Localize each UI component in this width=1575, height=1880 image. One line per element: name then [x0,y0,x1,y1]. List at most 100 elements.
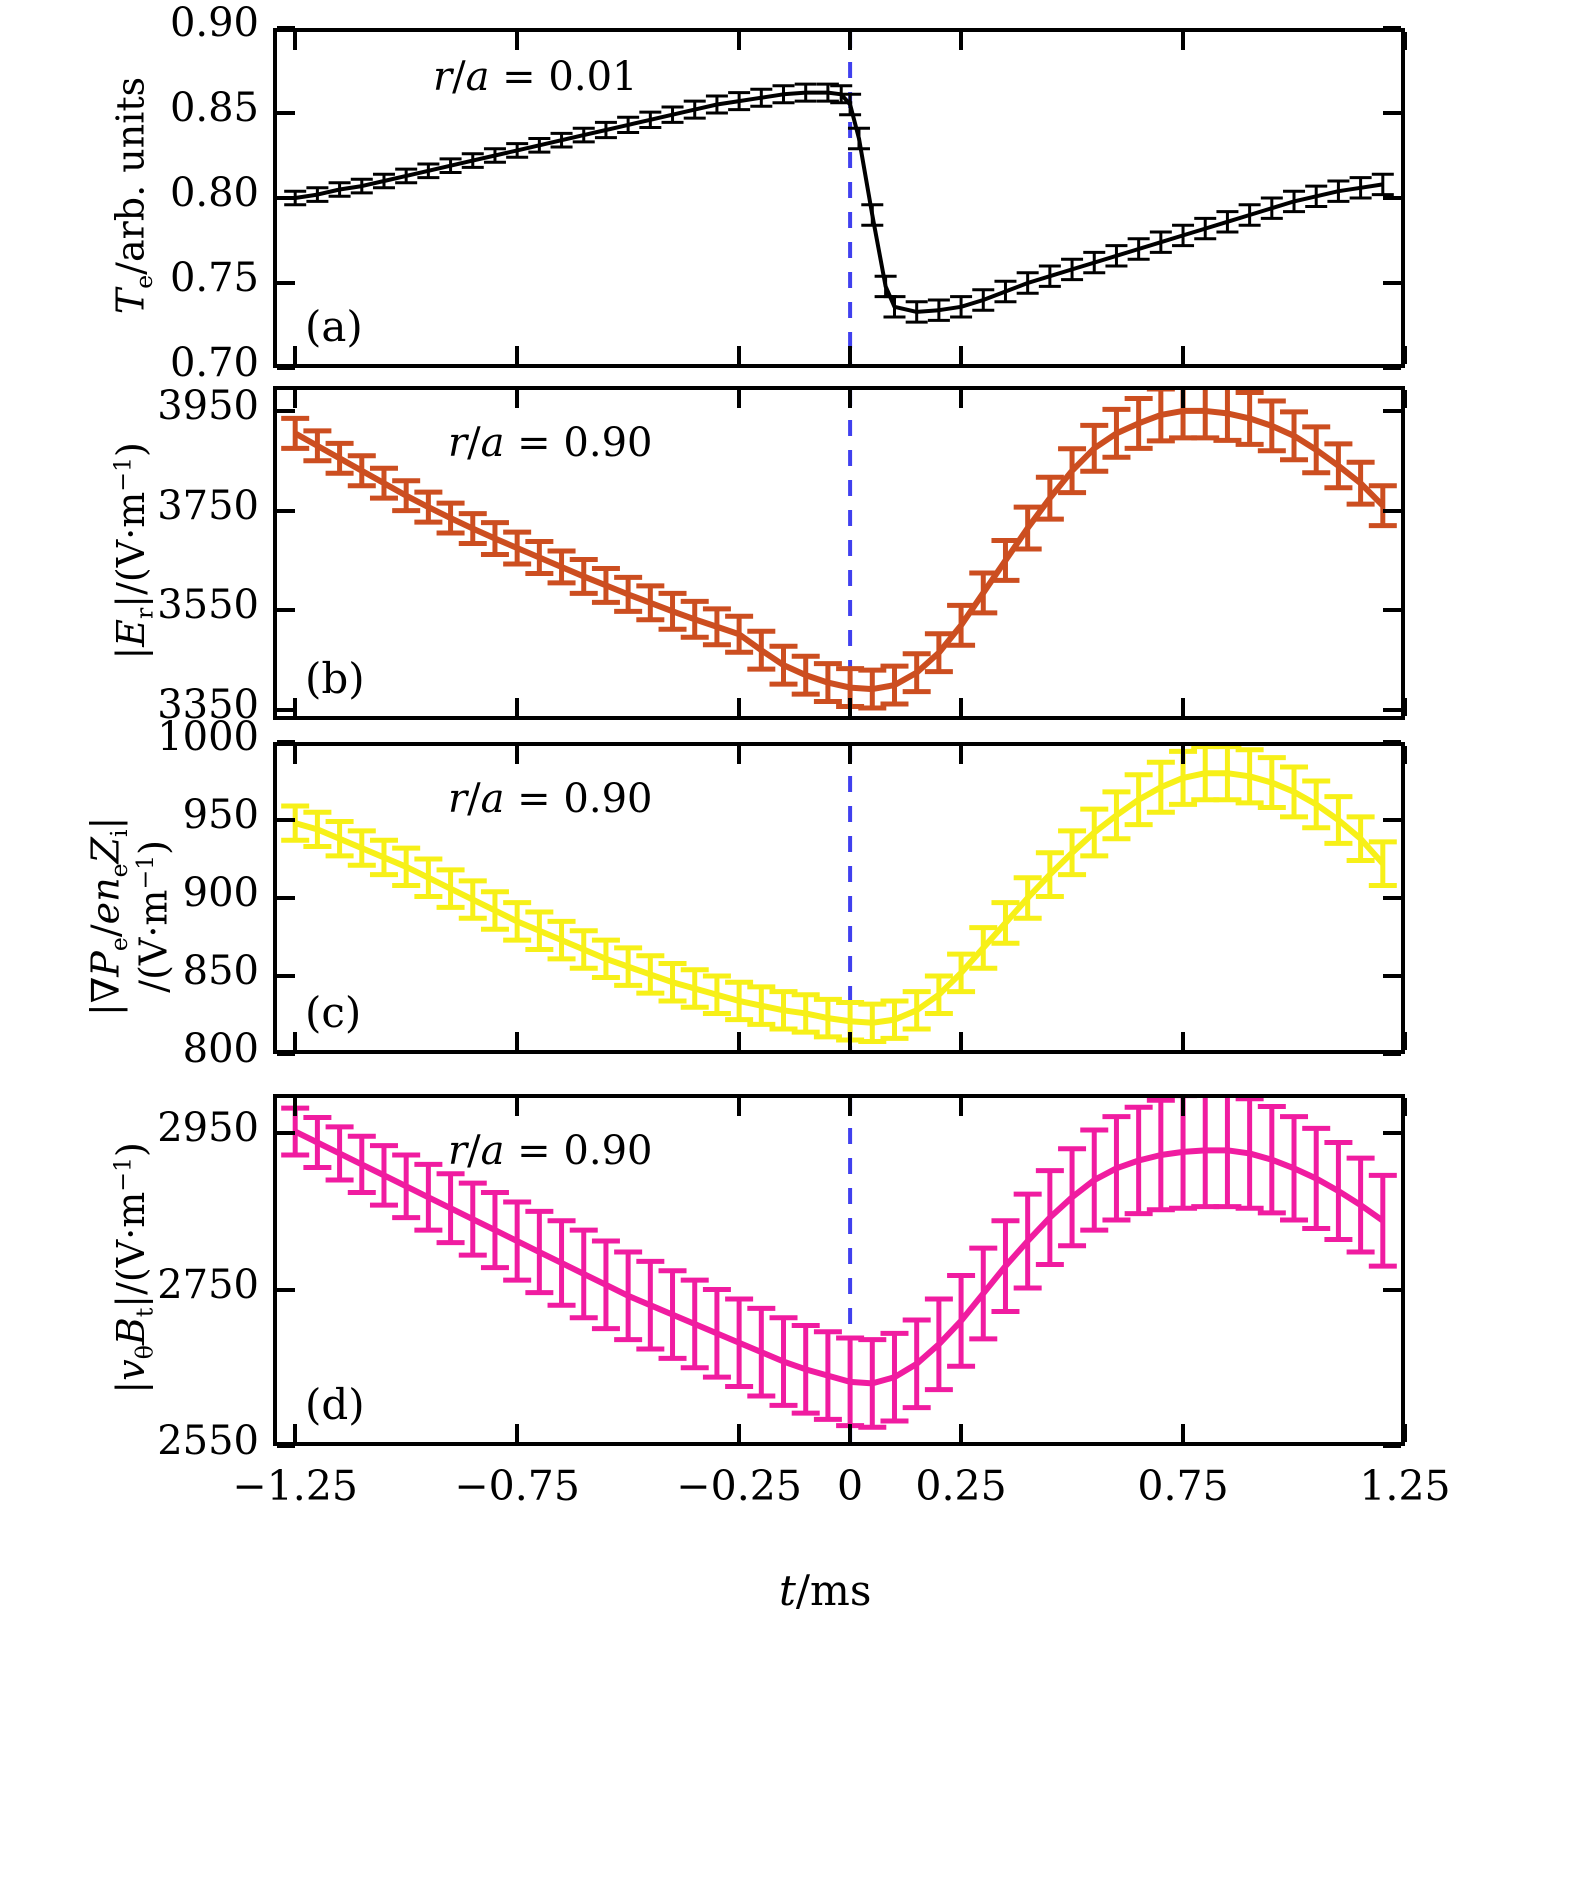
y-tick-mark-right [1383,196,1401,200]
x-tick-mark [848,1032,853,1050]
x-tick-label: −0.75 [454,1462,580,1510]
x-tick-mark [737,390,742,408]
y-tick-mark-right [1383,740,1401,744]
y-tick-label: 3750 [157,482,259,529]
x-tick-mark [515,1098,520,1116]
x-tick-mark [1181,1424,1186,1442]
error-bars [284,82,1394,324]
series-d [281,1098,1397,1442]
y-tick-label: 850 [182,948,259,994]
x-tick-mark [737,1098,742,1116]
y-tick-mark-right [1383,608,1401,613]
y-tick-label: 900 [182,870,259,916]
y-tick-mark-right [1383,281,1401,285]
y-tick-label: 2950 [157,1105,259,1152]
y-tick-mark-right [1383,408,1401,413]
x-tick-mark [515,746,520,764]
x-tick-mark [959,1032,964,1050]
x-tick-mark [959,32,964,50]
data-line [294,90,1384,314]
x-tick-label: 0.75 [1137,1462,1229,1510]
x-tick-mark [1403,390,1407,408]
y-tick-mark-right [1383,818,1401,822]
x-tick-mark [737,1424,742,1442]
x-tick-mark [1181,346,1186,364]
y-axis-title-d: |vθBt|/(V·m−1) [108,1142,159,1394]
y-tick-mark-right [1383,708,1401,713]
x-tick-mark [293,1424,298,1442]
error-bars [281,390,1397,711]
x-tick-mark [293,1032,298,1050]
y-tick-label: 800 [182,1026,259,1072]
x-tick-mark [737,698,742,716]
x-tick-mark [848,1424,853,1442]
x-tick-mark [959,1424,964,1442]
y-tick-label: 950 [182,792,259,838]
panel-id-d: (d) [305,1380,365,1429]
x-tick-mark [1403,698,1407,716]
x-tick-mark [1403,1032,1407,1050]
y-tick-mark-right [1383,26,1401,30]
x-tick-mark [848,346,853,364]
x-tick-mark [1403,346,1407,364]
y-tick-mark-right [1383,111,1401,115]
x-tick-mark [959,390,964,408]
y-tick-mark [277,366,295,370]
x-tick-label: 1.25 [1359,1462,1451,1510]
panel-annotation-d: r/a = 0.90 [448,1128,653,1174]
x-tick-mark [1403,1098,1407,1116]
y-tick-mark-right [1383,366,1401,370]
x-tick-mark [848,698,853,716]
y-tick-mark-right [1383,508,1401,513]
y-tick-label: 0.85 [169,85,259,131]
y-tick-label: 2750 [157,1261,259,1308]
x-tick-label: 0 [837,1462,864,1510]
x-tick-mark [1181,390,1186,408]
y-tick-label: 0.90 [169,0,259,46]
x-tick-mark [1403,32,1407,50]
data-line [294,770,1386,1026]
y-tick-label: 1000 [157,714,259,760]
y-tick-mark [277,1052,295,1056]
x-tick-mark [959,1098,964,1116]
x-tick-mark [959,746,964,764]
x-tick-mark [1181,1032,1186,1050]
x-tick-mark [737,746,742,764]
y-tick-mark [277,1131,295,1136]
y-tick-mark-right [1383,1052,1401,1056]
y-tick-mark [277,708,295,713]
y-tick-label: 2550 [157,1418,259,1464]
y-tick-mark [277,281,295,285]
panel-id-b: (b) [305,654,365,703]
x-tick-label: −0.25 [676,1462,802,1510]
x-tick-mark [848,32,853,50]
y-tick-mark-right [1383,1444,1401,1448]
panel-annotation-a: r/a = 0.01 [433,54,638,100]
x-tick-mark [515,32,520,50]
x-tick-mark [737,32,742,50]
x-tick-mark [515,1032,520,1050]
y-tick-mark [277,1287,295,1292]
x-tick-mark [293,346,298,364]
y-tick-mark [277,508,295,513]
x-tick-mark [515,1424,520,1442]
x-tick-mark [293,1098,298,1116]
x-tick-mark [1181,1098,1186,1116]
y-tick-mark-right [1383,974,1401,978]
x-tick-mark [293,390,298,408]
x-tick-mark [737,1032,742,1050]
y-tick-mark [277,1444,295,1448]
x-tick-mark [848,390,853,408]
x-axis-title: t/ms [779,1566,872,1615]
series-c [281,746,1397,1050]
y-tick-mark-right [1383,1131,1401,1136]
y-tick-mark-right [1383,1287,1401,1292]
y-tick-label: 0.80 [169,170,259,216]
panel-annotation-c: r/a = 0.90 [448,776,653,822]
x-tick-mark [1403,746,1407,764]
panel-annotation-b: r/a = 0.90 [448,420,653,466]
x-tick-mark [1403,1424,1407,1442]
x-tick-mark [293,746,298,764]
x-tick-mark [515,390,520,408]
